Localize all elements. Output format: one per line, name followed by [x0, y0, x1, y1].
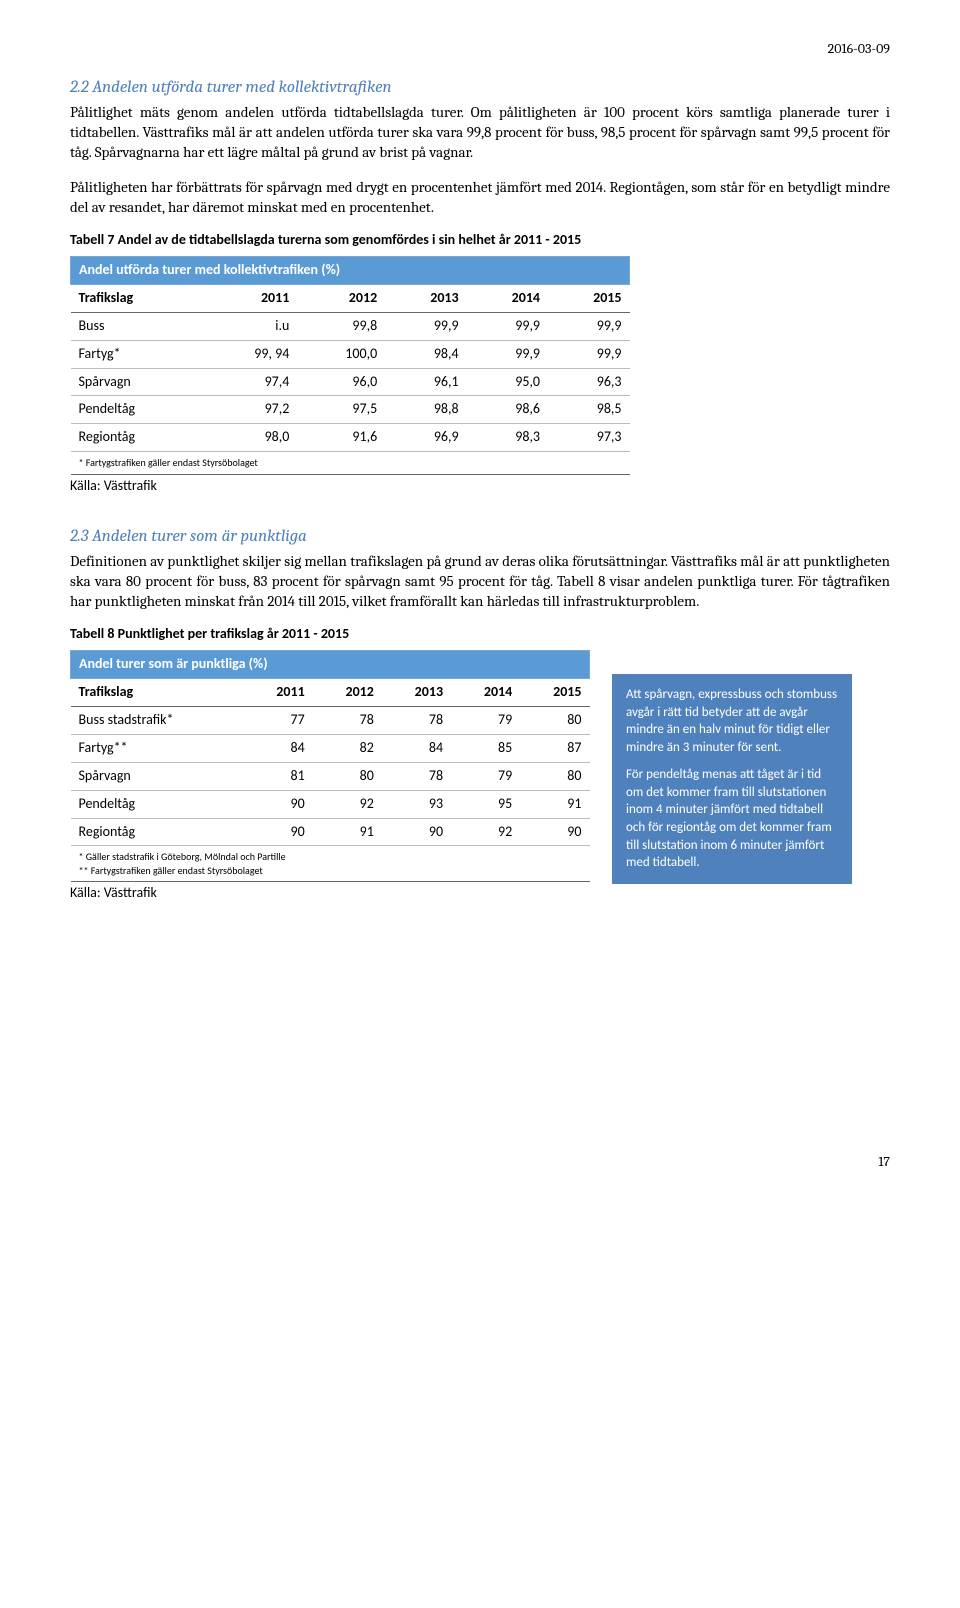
table-cell: 79: [451, 762, 520, 790]
table-7-title: Andel utförda turer med kollektivtrafike…: [71, 256, 630, 284]
table-cell: Spårvagn: [71, 762, 244, 790]
table-cell: 99, 94: [204, 340, 298, 368]
table-cell: 98,5: [548, 396, 629, 424]
table-cell: 82: [313, 734, 382, 762]
table-8-footnote-1: * Gäller stadstrafik i Göteborg, Mölndal…: [71, 846, 590, 864]
table-cell: Pendeltåg: [71, 790, 244, 818]
page-date: 2016-03-09: [70, 40, 890, 59]
table-cell: 80: [313, 762, 382, 790]
table-8-source: Källa: Västtrafik: [70, 884, 590, 903]
info-box-para-2: För pendeltåg menas att tåget är i tid o…: [626, 766, 838, 871]
table-cell: 90: [243, 818, 312, 846]
table-cell: Buss: [71, 312, 204, 340]
info-box-para-1: Att spårvagn, expressbuss och stombuss a…: [626, 686, 838, 756]
table-cell: 93: [382, 790, 451, 818]
table-cell: 97,2: [204, 396, 298, 424]
table-cell: 84: [243, 734, 312, 762]
table-cell: 97,3: [548, 424, 629, 452]
table-header: 2013: [385, 284, 466, 312]
info-box: Att spårvagn, expressbuss och stombuss a…: [612, 674, 852, 883]
table-cell: 99,9: [548, 340, 629, 368]
table-cell: 96,1: [385, 368, 466, 396]
table-cell: 97,4: [204, 368, 298, 396]
table-cell: 90: [382, 818, 451, 846]
table-cell: 98,8: [385, 396, 466, 424]
table-cell: 99,9: [467, 340, 548, 368]
table-7-footnote: * Fartygstrafiken gäller endast Styrsöbo…: [71, 452, 630, 475]
table-header: 2011: [204, 284, 298, 312]
table-header: 2013: [382, 679, 451, 707]
table-cell: 91,6: [297, 424, 385, 452]
table-cell: 85: [451, 734, 520, 762]
table-7-caption: Tabell 7 Andel av de tidtabellslagda tur…: [70, 231, 890, 250]
table-cell: Spårvagn: [71, 368, 204, 396]
table-cell: 91: [313, 818, 382, 846]
table-cell: 96,9: [385, 424, 466, 452]
table-cell: Pendeltåg: [71, 396, 204, 424]
table-header: 2011: [243, 679, 312, 707]
table-cell: 79: [451, 706, 520, 734]
table-header: 2015: [520, 679, 589, 707]
table-cell: 80: [520, 706, 589, 734]
section-2.3-para-1: Definitionen av punktlighet skiljer sig …: [70, 551, 890, 612]
table-7: Andel utförda turer med kollektivtrafike…: [70, 256, 630, 475]
table-header: 2014: [467, 284, 548, 312]
table-cell: 78: [382, 762, 451, 790]
section-2.2-heading: 2.2 Andelen utförda turer med kollektivt…: [70, 77, 890, 100]
table-header: Trafikslag: [71, 679, 244, 707]
table-cell: 95,0: [467, 368, 548, 396]
table-cell: 99,9: [467, 312, 548, 340]
table-cell: 100,0: [297, 340, 385, 368]
table-header: 2012: [297, 284, 385, 312]
table-8: Andel turer som är punktliga (%) Trafiks…: [70, 650, 590, 882]
table-cell: 99,9: [548, 312, 629, 340]
table-cell: 80: [520, 762, 589, 790]
section-2.3-heading: 2.3 Andelen turer som är punktliga: [70, 526, 890, 549]
section-2.2-para-2: Pålitligheten har förbättrats för spårva…: [70, 177, 890, 218]
table-cell: 97,5: [297, 396, 385, 424]
table-header: 2012: [313, 679, 382, 707]
table-cell: 99,9: [385, 312, 466, 340]
table-cell: 77: [243, 706, 312, 734]
table-header: 2014: [451, 679, 520, 707]
table-8-title: Andel turer som är punktliga (%): [71, 651, 590, 679]
table-cell: 81: [243, 762, 312, 790]
table-cell: Fartyg*: [71, 340, 204, 368]
table-cell: 91: [520, 790, 589, 818]
table-7-source: Källa: Västtrafik: [70, 477, 890, 496]
table-cell: Buss stadstrafik*: [71, 706, 244, 734]
table-cell: 87: [520, 734, 589, 762]
table-8-footnote-2: ** Fartygstrafiken gäller endast Styrsöb…: [71, 864, 590, 882]
page-number: 17: [70, 1153, 890, 1172]
table-cell: 96,3: [548, 368, 629, 396]
table-cell: i.u: [204, 312, 298, 340]
table-cell: Regiontåg: [71, 424, 204, 452]
table-cell: 99,8: [297, 312, 385, 340]
table-cell: Regiontåg: [71, 818, 244, 846]
table-cell: 90: [243, 790, 312, 818]
table-cell: 90: [520, 818, 589, 846]
table-cell: 98,4: [385, 340, 466, 368]
table-header: Trafikslag: [71, 284, 204, 312]
table-cell: 92: [451, 818, 520, 846]
table-cell: 78: [382, 706, 451, 734]
table-cell: 96,0: [297, 368, 385, 396]
table-8-caption: Tabell 8 Punktlighet per trafikslag år 2…: [70, 625, 890, 644]
table-cell: 84: [382, 734, 451, 762]
table-cell: 78: [313, 706, 382, 734]
table-cell: 98,3: [467, 424, 548, 452]
table-header: 2015: [548, 284, 629, 312]
table-cell: 95: [451, 790, 520, 818]
table-cell: Fartyg**: [71, 734, 244, 762]
section-2.2-para-1: Pålitlighet mäts genom andelen utförda t…: [70, 102, 890, 163]
table-cell: 92: [313, 790, 382, 818]
table-cell: 98,0: [204, 424, 298, 452]
table-cell: 98,6: [467, 396, 548, 424]
